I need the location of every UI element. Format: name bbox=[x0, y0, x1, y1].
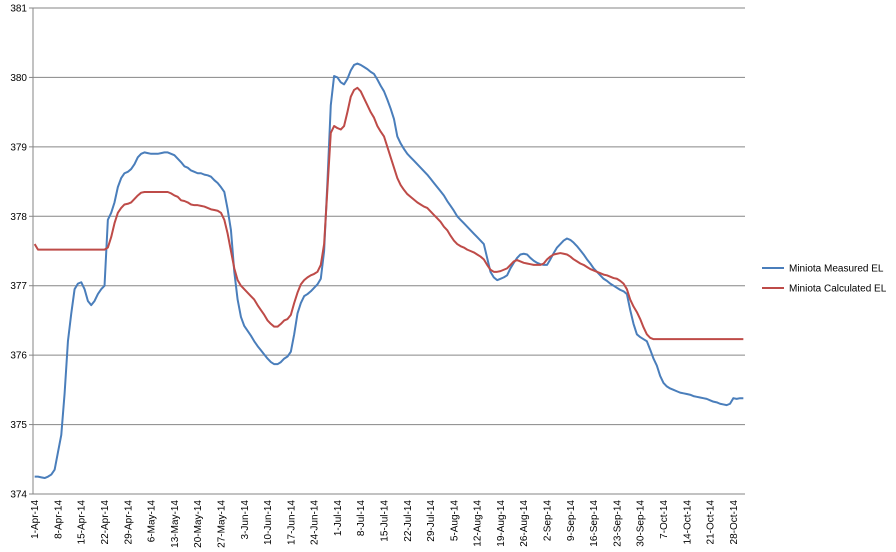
x-tick-label: 2-Sep-14 bbox=[543, 500, 554, 542]
x-tick-label: 24-Jun-14 bbox=[310, 500, 321, 545]
x-tick-label: 15-Jul-14 bbox=[380, 500, 391, 542]
legend-label: Miniota Measured EL bbox=[789, 264, 884, 275]
y-tick-label: 380 bbox=[10, 73, 27, 84]
x-tick-label: 12-Aug-14 bbox=[473, 500, 484, 547]
series-line bbox=[33, 86, 744, 341]
x-tick-label: 8-Jul-14 bbox=[356, 500, 367, 537]
x-tick-label: 9-Sep-14 bbox=[566, 500, 577, 542]
x-tick-label: 17-Jun-14 bbox=[286, 500, 297, 545]
x-tick-label: 8-Apr-14 bbox=[53, 500, 64, 539]
x-tick-label: 7-Oct-14 bbox=[659, 500, 670, 539]
x-tick-label: 29-Jul-14 bbox=[426, 500, 437, 542]
y-tick-label: 381 bbox=[10, 4, 27, 15]
x-tick-label: 14-Oct-14 bbox=[682, 500, 693, 545]
x-tick-label: 21-Oct-14 bbox=[706, 500, 717, 545]
y-tick-label: 377 bbox=[10, 281, 27, 292]
x-tick-label: 1-Apr-14 bbox=[30, 500, 41, 539]
x-tick-label: 19-Aug-14 bbox=[496, 500, 507, 547]
x-tick-label: 1-Jul-14 bbox=[333, 500, 344, 537]
x-tick-label: 23-Sep-14 bbox=[612, 500, 623, 547]
y-tick-label: 376 bbox=[10, 351, 27, 362]
x-tick-label: 3-Jun-14 bbox=[240, 500, 251, 540]
series-line bbox=[34, 62, 744, 480]
x-tick-label: 29-Apr-14 bbox=[123, 500, 134, 545]
x-tick-label: 26-Aug-14 bbox=[519, 500, 530, 547]
x-tick-label: 22-Jul-14 bbox=[403, 500, 414, 542]
x-tick-label: 30-Sep-14 bbox=[636, 500, 647, 547]
x-tick-label: 13-May-14 bbox=[170, 500, 181, 548]
legend-label: Miniota Calculated EL bbox=[789, 284, 887, 295]
x-tick-label: 5-Aug-14 bbox=[449, 500, 460, 542]
x-tick-label: 22-Apr-14 bbox=[100, 500, 111, 545]
y-tick-label: 375 bbox=[10, 420, 27, 431]
x-tick-label: 28-Oct-14 bbox=[729, 500, 740, 545]
x-tick-label: 10-Jun-14 bbox=[263, 500, 274, 545]
x-tick-label: 15-Apr-14 bbox=[77, 500, 88, 545]
x-tick-label: 27-May-14 bbox=[216, 500, 227, 548]
y-tick-label: 379 bbox=[10, 142, 27, 153]
x-tick-label: 16-Sep-14 bbox=[589, 500, 600, 547]
y-tick-label: 374 bbox=[10, 490, 27, 501]
x-tick-label: 6-May-14 bbox=[147, 500, 158, 543]
y-tick-label: 378 bbox=[10, 212, 27, 223]
x-tick-label: 20-May-14 bbox=[193, 500, 204, 548]
